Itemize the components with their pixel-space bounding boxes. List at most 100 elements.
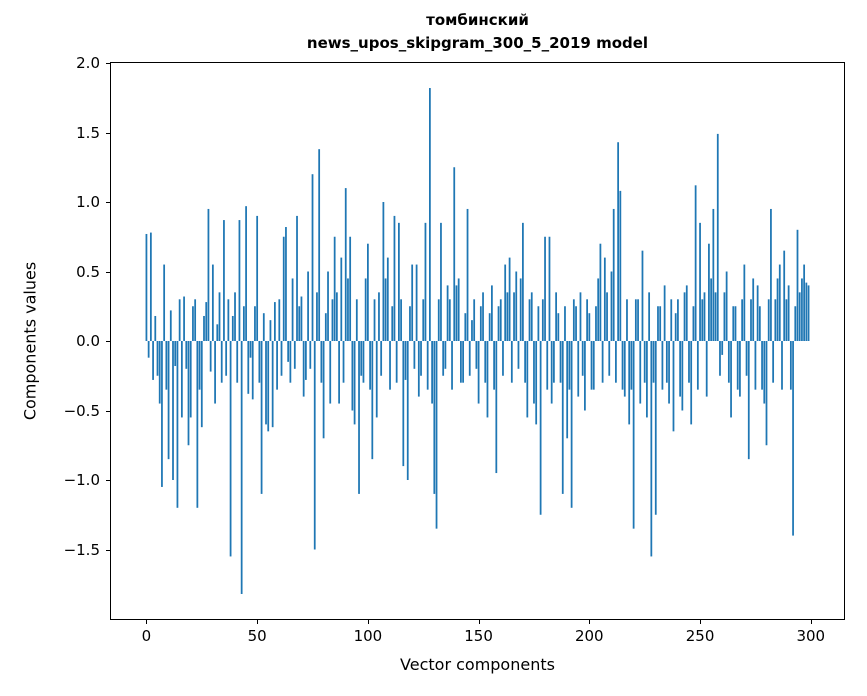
plot-area bbox=[110, 62, 845, 620]
bar bbox=[304, 341, 307, 380]
bar bbox=[499, 299, 502, 341]
y-tick-label: 1.0 bbox=[76, 193, 100, 211]
bar bbox=[584, 341, 586, 411]
bar bbox=[205, 302, 208, 341]
bar bbox=[262, 313, 265, 341]
bar bbox=[271, 341, 274, 428]
bar bbox=[400, 299, 402, 341]
bar bbox=[324, 313, 327, 341]
bar bbox=[668, 341, 670, 404]
bar bbox=[785, 299, 788, 341]
bar bbox=[347, 278, 349, 341]
y-tick-mark bbox=[106, 132, 110, 134]
bar bbox=[743, 264, 746, 341]
chart-title: томбинский news_upos_skipgram_300_5_2019… bbox=[110, 9, 845, 55]
bar bbox=[654, 341, 657, 515]
bar bbox=[371, 341, 374, 460]
bar bbox=[229, 341, 232, 557]
bar bbox=[203, 315, 205, 341]
bar bbox=[278, 299, 281, 341]
bar bbox=[200, 341, 203, 428]
bar bbox=[708, 243, 710, 341]
bar bbox=[570, 341, 573, 508]
bar bbox=[457, 278, 460, 341]
bar bbox=[555, 292, 557, 341]
y-tick-mark bbox=[106, 271, 110, 273]
bar bbox=[373, 299, 376, 341]
bar bbox=[471, 320, 473, 341]
bar bbox=[652, 341, 655, 383]
bar bbox=[183, 296, 185, 341]
bar bbox=[287, 341, 290, 362]
bar bbox=[360, 341, 363, 376]
bar bbox=[672, 341, 675, 432]
bar bbox=[353, 341, 356, 425]
bar bbox=[223, 220, 225, 341]
bar bbox=[807, 285, 810, 341]
bar bbox=[207, 208, 210, 341]
bar bbox=[559, 341, 562, 383]
bar bbox=[758, 306, 761, 341]
bar bbox=[192, 306, 194, 341]
bar bbox=[493, 341, 495, 390]
bar bbox=[730, 341, 732, 418]
bar bbox=[482, 292, 484, 341]
bar bbox=[626, 299, 628, 341]
bar bbox=[619, 190, 622, 341]
bar bbox=[451, 341, 453, 390]
bar bbox=[364, 278, 367, 341]
bar bbox=[541, 299, 544, 341]
bar bbox=[209, 341, 212, 372]
bar bbox=[714, 292, 717, 341]
bar bbox=[677, 299, 679, 341]
bar bbox=[575, 306, 577, 341]
bar bbox=[590, 341, 593, 390]
bar bbox=[524, 341, 526, 383]
bar bbox=[710, 278, 713, 341]
bar bbox=[484, 341, 487, 383]
bar bbox=[404, 341, 407, 380]
bar bbox=[610, 271, 613, 341]
bar bbox=[214, 341, 216, 404]
bar bbox=[249, 341, 252, 358]
bar bbox=[413, 341, 416, 369]
bar bbox=[269, 320, 272, 341]
bar bbox=[586, 299, 588, 341]
bar bbox=[247, 341, 250, 394]
bar bbox=[805, 282, 808, 341]
bar bbox=[599, 243, 602, 341]
bar bbox=[176, 341, 179, 508]
bar bbox=[721, 341, 724, 355]
bar bbox=[417, 341, 420, 397]
bar bbox=[639, 341, 642, 404]
bar bbox=[761, 341, 763, 390]
bar bbox=[601, 341, 604, 383]
chart-title-line2: news_upos_skipgram_300_5_2019 model bbox=[306, 34, 649, 52]
bar bbox=[781, 341, 783, 390]
bar bbox=[502, 341, 504, 376]
bar bbox=[765, 341, 768, 446]
x-tick-mark bbox=[367, 620, 369, 624]
bar bbox=[384, 278, 387, 341]
bars-layer bbox=[145, 88, 810, 594]
bar bbox=[380, 341, 383, 376]
bar bbox=[302, 341, 305, 397]
bar bbox=[362, 341, 365, 383]
bar bbox=[406, 341, 409, 480]
bar bbox=[329, 341, 332, 404]
bar bbox=[648, 292, 651, 341]
bar bbox=[712, 208, 715, 341]
x-tick-mark bbox=[589, 620, 591, 624]
bar bbox=[719, 341, 721, 376]
bar bbox=[736, 341, 739, 390]
bar bbox=[634, 299, 637, 341]
x-tick-label: 250 bbox=[685, 627, 715, 645]
bar bbox=[147, 341, 150, 358]
bar bbox=[661, 341, 664, 390]
bar bbox=[696, 341, 699, 390]
bar bbox=[747, 341, 750, 460]
bar bbox=[320, 341, 323, 383]
bar bbox=[515, 271, 518, 341]
y-tick-label: −1.5 bbox=[63, 540, 100, 559]
bar bbox=[196, 341, 199, 508]
